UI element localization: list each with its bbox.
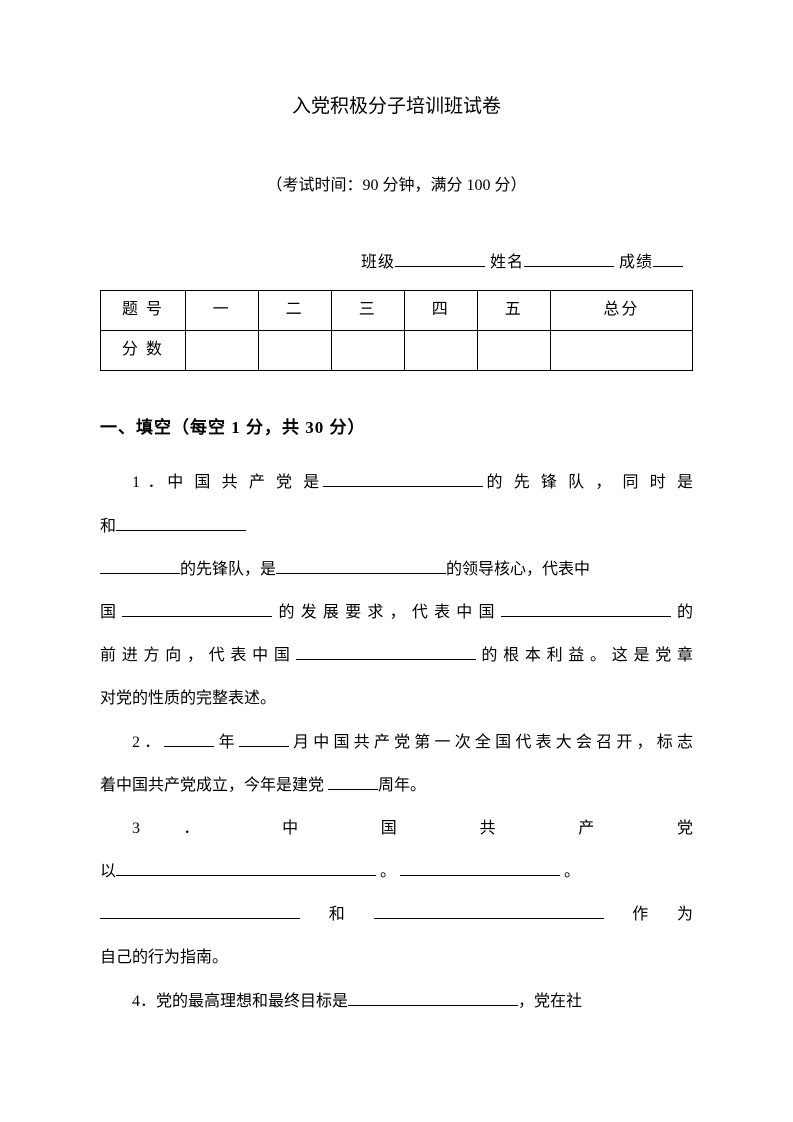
text: 的 先 锋 队 ， 同 时 是 bbox=[483, 474, 693, 491]
q2-line2: 着中国共产党成立，今年是建党 周年。 bbox=[100, 764, 693, 807]
score-blank[interactable] bbox=[653, 251, 683, 267]
text: 以 bbox=[100, 863, 116, 880]
score-row-label: 分 数 bbox=[101, 330, 186, 370]
q1-line2: 和 bbox=[100, 505, 693, 548]
score-cell[interactable] bbox=[550, 330, 692, 370]
q4-line1: 4．党的最高理想和最终目标是 ，党在社 bbox=[100, 980, 693, 1023]
q3-line2: 以 。 。 bbox=[100, 850, 693, 893]
q1-line6: 对党的性质的完整表述。 bbox=[100, 677, 693, 720]
text: 。 bbox=[564, 863, 580, 880]
score-cell[interactable] bbox=[258, 330, 331, 370]
fill-blank[interactable] bbox=[501, 603, 671, 617]
text: 2． bbox=[132, 734, 164, 751]
table-row: 分 数 bbox=[101, 330, 693, 370]
row-label: 题 号 bbox=[101, 290, 186, 330]
text: 前进方向，代表中国 bbox=[100, 647, 296, 664]
text: 自己的行为指南。 bbox=[100, 949, 228, 966]
text: 3 bbox=[132, 820, 140, 837]
text: 对党的性质的完整表述。 bbox=[100, 690, 276, 707]
fill-blank[interactable] bbox=[323, 473, 483, 487]
fill-blank[interactable] bbox=[100, 905, 300, 919]
text: 的 bbox=[671, 604, 693, 621]
text: 着中国共产党成立，今年是建党 bbox=[100, 777, 324, 794]
fill-blank[interactable] bbox=[400, 862, 560, 876]
text: 的根本利益。这是党章 bbox=[476, 647, 693, 664]
text: 年 bbox=[214, 734, 238, 751]
score-cell[interactable] bbox=[404, 330, 477, 370]
fill-blank[interactable] bbox=[239, 732, 289, 746]
score-cell[interactable] bbox=[185, 330, 258, 370]
text: 党 bbox=[677, 820, 693, 837]
section-1-heading: 一、填空（每空 1 分，共 30 分） bbox=[100, 413, 693, 444]
questions-body: 1 ．中 国 共 产 党 是 的 先 锋 队 ， 同 时 是 和 的先锋队，是 的领… bbox=[100, 461, 693, 1022]
text: 的领导核心，代表中 bbox=[446, 561, 590, 578]
text: 产 bbox=[578, 820, 633, 837]
fill-blank[interactable] bbox=[374, 905, 604, 919]
name-blank[interactable] bbox=[524, 251, 614, 267]
score-cell[interactable] bbox=[477, 330, 550, 370]
col-header: 一 bbox=[185, 290, 258, 330]
text: 。 bbox=[380, 863, 396, 880]
text: 和 bbox=[100, 518, 116, 535]
text: 国 bbox=[100, 604, 122, 621]
text: 的先锋队，是 bbox=[180, 561, 276, 578]
text: 月中国共产党第一次全国代表大会召开，标志 bbox=[289, 734, 693, 751]
col-header: 五 bbox=[477, 290, 550, 330]
col-header: 三 bbox=[331, 290, 404, 330]
fill-blank[interactable] bbox=[348, 991, 518, 1005]
text: 国 bbox=[381, 820, 436, 837]
q1-line5: 前进方向，代表中国 的根本利益。这是党章 bbox=[100, 634, 693, 677]
q1-line1: 1 ．中 国 共 产 党 是 的 先 锋 队 ， 同 时 是 bbox=[100, 461, 693, 504]
text: 周年。 bbox=[378, 777, 426, 794]
col-header: 二 bbox=[258, 290, 331, 330]
fill-blank[interactable] bbox=[276, 559, 446, 573]
student-info-line: 班级 姓名 成绩 bbox=[100, 249, 693, 278]
text: 作为 bbox=[604, 906, 694, 923]
text: ． bbox=[183, 820, 238, 837]
class-label: 班级 bbox=[361, 254, 395, 271]
fill-blank[interactable] bbox=[164, 732, 214, 746]
q3-line4: 自己的行为指南。 bbox=[100, 936, 693, 979]
text: ，党在社 bbox=[518, 993, 582, 1010]
col-header: 四 bbox=[404, 290, 477, 330]
name-label: 姓名 bbox=[490, 254, 524, 271]
text: 中 bbox=[282, 820, 337, 837]
text: 共 bbox=[480, 820, 535, 837]
score-label: 成绩 bbox=[619, 254, 653, 271]
fill-blank[interactable] bbox=[296, 646, 476, 660]
col-header: 总分 bbox=[550, 290, 692, 330]
exam-title: 入党积极分子培训班试卷 bbox=[100, 90, 693, 124]
text: 和 bbox=[300, 906, 374, 923]
fill-blank[interactable] bbox=[328, 775, 378, 789]
text: 的发展要求，代表中国 bbox=[272, 604, 501, 621]
q2-line1: 2． 年 月中国共产党第一次全国代表大会召开，标志 bbox=[100, 721, 693, 764]
score-cell[interactable] bbox=[331, 330, 404, 370]
fill-blank[interactable] bbox=[116, 862, 376, 876]
q1-line3: 的先锋队，是 的领导核心，代表中 bbox=[100, 548, 693, 591]
fill-blank[interactable] bbox=[122, 603, 272, 617]
table-row: 题 号 一 二 三 四 五 总分 bbox=[101, 290, 693, 330]
text: 4．党的最高理想和最终目标是 bbox=[132, 993, 348, 1010]
fill-blank[interactable] bbox=[100, 559, 180, 573]
fill-blank[interactable] bbox=[116, 516, 246, 530]
text: 1 ．中 国 共 产 党 是 bbox=[132, 474, 323, 491]
q3-line1: 3 ． 中 国 共 产 党 bbox=[100, 807, 693, 850]
exam-subtitle: （考试时间：90 分钟，满分 100 分） bbox=[100, 172, 693, 201]
class-blank[interactable] bbox=[395, 251, 485, 267]
score-table: 题 号 一 二 三 四 五 总分 分 数 bbox=[100, 290, 693, 371]
q3-line3: 和 作为 bbox=[100, 893, 693, 936]
q1-line4: 国 的发展要求，代表中国 的 bbox=[100, 591, 693, 634]
